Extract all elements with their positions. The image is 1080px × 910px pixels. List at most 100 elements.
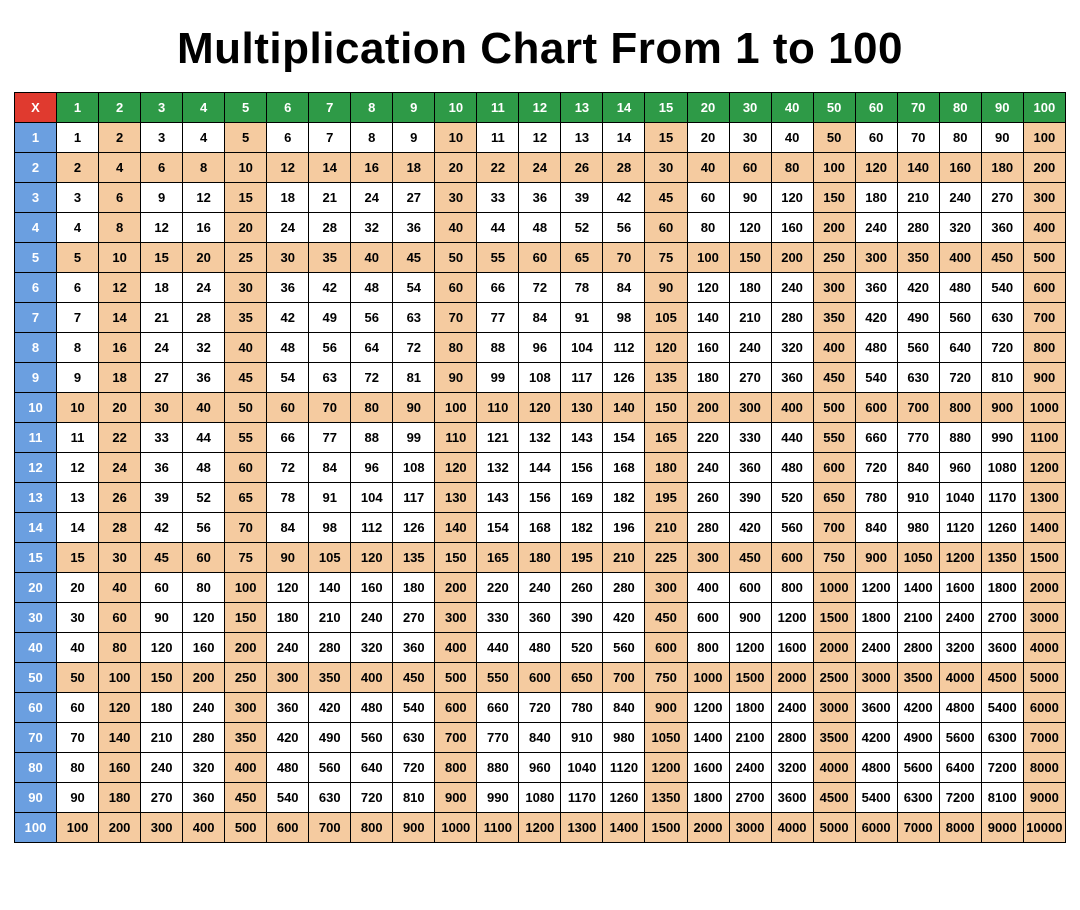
cell: 5000 (1023, 663, 1065, 693)
cell: 750 (813, 543, 855, 573)
cell: 12 (519, 123, 561, 153)
cell: 360 (393, 633, 435, 663)
cell: 6400 (939, 753, 981, 783)
cell: 800 (435, 753, 477, 783)
table-row: 1515304560759010512013515016518019521022… (15, 543, 1066, 573)
cell: 15 (645, 123, 687, 153)
cell: 810 (393, 783, 435, 813)
cell: 5 (57, 243, 99, 273)
table-row: 2246810121416182022242628304060801001201… (15, 153, 1066, 183)
cell: 9000 (1023, 783, 1065, 813)
cell: 300 (687, 543, 729, 573)
cell: 4500 (813, 783, 855, 813)
cell: 27 (141, 363, 183, 393)
cell: 3 (141, 123, 183, 153)
cell: 14 (309, 153, 351, 183)
cell: 980 (897, 513, 939, 543)
cell: 30 (141, 393, 183, 423)
cell: 12 (183, 183, 225, 213)
cell: 15 (57, 543, 99, 573)
cell: 80 (687, 213, 729, 243)
cell: 350 (897, 243, 939, 273)
cell: 36 (519, 183, 561, 213)
column-header: 100 (1023, 93, 1065, 123)
row-header: 11 (15, 423, 57, 453)
cell: 33 (477, 183, 519, 213)
cell: 140 (435, 513, 477, 543)
cell: 880 (939, 423, 981, 453)
cell: 90 (981, 123, 1023, 153)
cell: 156 (561, 453, 603, 483)
cell: 480 (939, 273, 981, 303)
cell: 180 (393, 573, 435, 603)
cell: 40 (771, 123, 813, 153)
cell: 200 (99, 813, 141, 843)
row-header: 5 (15, 243, 57, 273)
cell: 1800 (981, 573, 1023, 603)
row-header: 70 (15, 723, 57, 753)
column-header: 10 (435, 93, 477, 123)
cell: 77 (477, 303, 519, 333)
cell: 500 (1023, 243, 1065, 273)
cell: 350 (225, 723, 267, 753)
cell: 3600 (855, 693, 897, 723)
cell: 600 (687, 603, 729, 633)
cell: 42 (603, 183, 645, 213)
cell: 200 (1023, 153, 1065, 183)
cell: 200 (813, 213, 855, 243)
cell: 56 (351, 303, 393, 333)
cell: 22 (99, 423, 141, 453)
cell: 720 (855, 453, 897, 483)
cell: 640 (351, 753, 393, 783)
cell: 11 (477, 123, 519, 153)
cell: 300 (1023, 183, 1065, 213)
cell: 15 (141, 243, 183, 273)
cell: 3000 (1023, 603, 1065, 633)
cell: 200 (435, 573, 477, 603)
cell: 770 (477, 723, 519, 753)
cell: 280 (771, 303, 813, 333)
cell: 450 (813, 363, 855, 393)
cell: 70 (225, 513, 267, 543)
cell: 7200 (939, 783, 981, 813)
cell: 36 (393, 213, 435, 243)
cell: 2800 (771, 723, 813, 753)
cell: 7200 (981, 753, 1023, 783)
cell: 15 (225, 183, 267, 213)
cell: 420 (267, 723, 309, 753)
cell: 400 (435, 633, 477, 663)
cell: 390 (729, 483, 771, 513)
cell: 180 (855, 183, 897, 213)
cell: 4800 (855, 753, 897, 783)
cell: 490 (309, 723, 351, 753)
cell: 1500 (813, 603, 855, 633)
cell: 100 (687, 243, 729, 273)
cell: 1120 (939, 513, 981, 543)
cell: 300 (141, 813, 183, 843)
cell: 117 (561, 363, 603, 393)
cell: 150 (141, 663, 183, 693)
cell: 4 (99, 153, 141, 183)
cell: 910 (561, 723, 603, 753)
cell: 3 (57, 183, 99, 213)
cell: 330 (729, 423, 771, 453)
cell: 44 (183, 423, 225, 453)
cell: 720 (981, 333, 1023, 363)
cell: 300 (813, 273, 855, 303)
cell: 2400 (729, 753, 771, 783)
cell: 280 (687, 513, 729, 543)
row-header: 9 (15, 363, 57, 393)
cell: 420 (603, 603, 645, 633)
cell: 84 (309, 453, 351, 483)
cell: 2100 (729, 723, 771, 753)
cell: 4000 (1023, 633, 1065, 663)
cell: 140 (897, 153, 939, 183)
cell: 20 (183, 243, 225, 273)
table-row: 6060120180240300360420480540600660720780… (15, 693, 1066, 723)
cell: 140 (99, 723, 141, 753)
cell: 630 (309, 783, 351, 813)
cell: 160 (687, 333, 729, 363)
cell: 8 (57, 333, 99, 363)
table-row: 5510152025303540455055606570751001502002… (15, 243, 1066, 273)
cell: 66 (477, 273, 519, 303)
